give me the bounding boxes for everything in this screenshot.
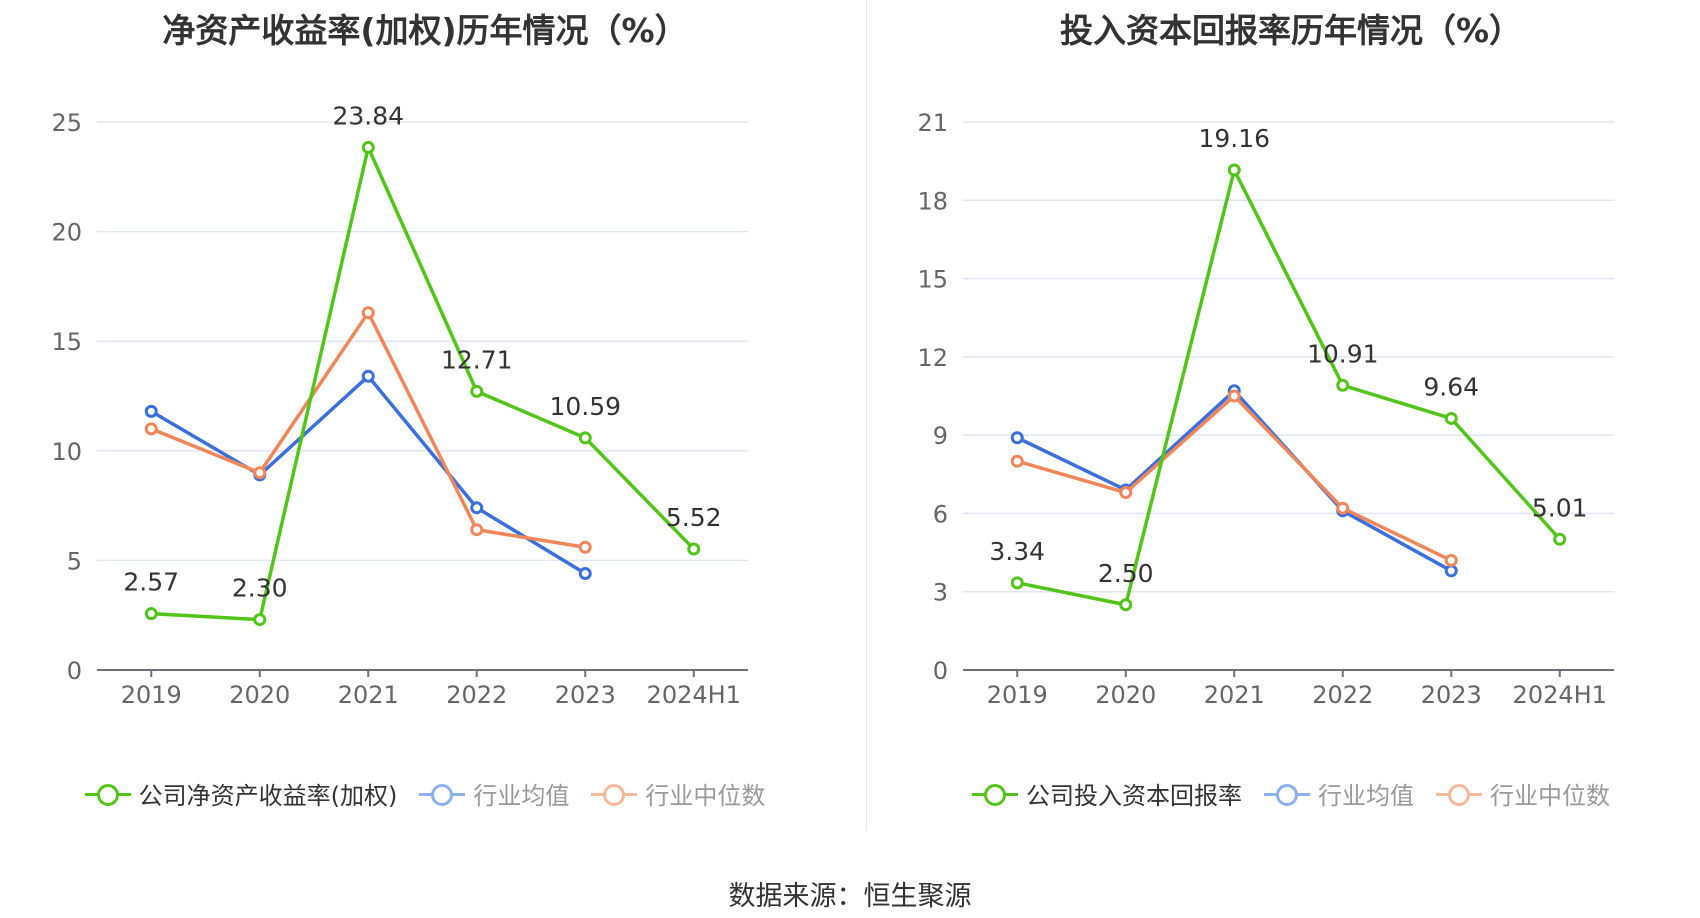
roic-line-chart: 0 3 6 9 12 15 18 21 2019 2020 2021 2022 2023 2024H1 3.… <box>917 109 1614 709</box>
chart-legend: 公司净资产收益率(加权) 行业均值 行业中位数 <box>0 776 850 811</box>
data-label: 2.57 <box>123 568 179 597</box>
series-line <box>150 374 587 576</box>
data-point <box>1444 564 1458 578</box>
data-point <box>1444 411 1458 425</box>
data-point <box>1336 501 1350 515</box>
data-point <box>253 466 267 480</box>
data-label: 12.71 <box>441 345 513 374</box>
data-point <box>1227 389 1241 403</box>
data-point <box>1444 553 1458 567</box>
y-tick-label: 25 <box>51 109 82 137</box>
data-point <box>470 501 484 515</box>
y-tick-label: 15 <box>917 266 948 294</box>
legend-item-industry-mean[interactable]: 行业均值 <box>1264 776 1414 811</box>
data-label: 23.84 <box>332 101 404 130</box>
data-label: 10.59 <box>549 392 621 421</box>
data-label: 2.30 <box>232 574 288 603</box>
legend-label: 行业中位数 <box>1490 782 1610 810</box>
y-tick-label: 0 <box>933 657 948 685</box>
roe-line-chart: 0 5 10 15 20 25 2019 2020 2021 2022 2023 2024H1 2.57… <box>51 101 748 709</box>
data-point <box>1010 431 1024 445</box>
data-point <box>144 607 158 621</box>
legend-item-industry-median[interactable]: 行业中位数 <box>1436 776 1610 811</box>
legend-marker-icon <box>419 782 466 806</box>
legend-marker-icon <box>84 782 131 806</box>
y-tick-label: 15 <box>51 328 82 356</box>
data-point <box>1227 163 1241 177</box>
legend-marker-icon <box>1264 782 1310 806</box>
data-label: 5.01 <box>1532 493 1588 522</box>
legend-marker-icon <box>591 782 638 806</box>
data-point <box>470 384 484 398</box>
data-point <box>1119 598 1133 612</box>
data-point <box>144 422 158 436</box>
legend-label: 公司投入资本回报率 <box>1026 782 1242 810</box>
legend-marker-icon <box>972 782 1018 806</box>
data-label: 3.34 <box>989 537 1045 566</box>
data-point <box>1336 378 1350 392</box>
data-point <box>578 431 592 445</box>
data-source-note: 数据来源：恒生聚源 <box>728 881 972 912</box>
legend-item-company[interactable]: 公司投入资本回报率 <box>972 776 1242 811</box>
legend-label: 行业均值 <box>1318 782 1414 810</box>
panel-divider <box>866 0 867 830</box>
y-tick-label: 21 <box>917 109 948 137</box>
y-tick-label: 3 <box>933 579 948 607</box>
data-point <box>361 306 375 320</box>
data-point <box>1010 454 1024 468</box>
data-label: 9.64 <box>1423 372 1479 401</box>
data-label: 2.50 <box>1098 559 1154 588</box>
x-tick-label: 2022 <box>446 681 507 709</box>
chart-title: 投入资本回报率历年情况（%） <box>1059 11 1523 50</box>
legend-label: 行业均值 <box>473 782 570 810</box>
x-tick-label: 2022 <box>1312 681 1373 709</box>
x-tick-label: 2024H1 <box>1513 681 1607 709</box>
y-tick-label: 18 <box>917 187 948 215</box>
chart-legend: 公司投入资本回报率 行业均值 行业中位数 <box>866 776 1700 811</box>
x-tick-label: 2021 <box>338 681 399 709</box>
data-point <box>1119 486 1133 500</box>
y-tick-label: 9 <box>933 422 948 450</box>
legend-item-industry-median[interactable]: 行业中位数 <box>591 776 765 811</box>
data-label: 5.52 <box>666 503 722 532</box>
data-point <box>361 140 375 154</box>
y-tick-label: 20 <box>51 219 82 247</box>
y-tick-label: 12 <box>917 344 948 372</box>
data-point <box>470 523 484 537</box>
legend-label: 行业中位数 <box>645 782 766 810</box>
legend-marker-icon <box>1436 782 1482 806</box>
roe-chart-panel: 净资产收益率(加权)历年情况（%） 0 5 10 15 20 25 2019 2020 2021… <box>0 0 850 830</box>
data-point <box>361 369 375 383</box>
x-tick-label: 2024H1 <box>647 681 741 709</box>
x-tick-label: 2021 <box>1204 681 1265 709</box>
legend-item-industry-mean[interactable]: 行业均值 <box>419 776 569 811</box>
chart-title: 净资产收益率(加权)历年情况（%） <box>162 11 688 50</box>
x-tick-label: 2023 <box>555 681 616 709</box>
x-tick-label: 2020 <box>1095 681 1156 709</box>
y-tick-label: 6 <box>933 500 948 528</box>
series-line <box>1016 168 1562 607</box>
series-line <box>151 145 696 622</box>
y-tick-label: 10 <box>51 438 82 466</box>
legend-item-company[interactable]: 公司净资产收益率(加权) <box>84 776 398 811</box>
x-tick-label: 2023 <box>1421 681 1482 709</box>
data-point <box>687 542 701 556</box>
x-tick-label: 2019 <box>121 681 182 709</box>
x-tick-label: 2020 <box>229 681 290 709</box>
series-line <box>150 310 586 549</box>
data-point <box>578 567 592 581</box>
data-point <box>144 404 158 418</box>
data-label: 10.91 <box>1307 339 1379 368</box>
data-label: 19.16 <box>1198 124 1270 153</box>
roic-chart-panel: 投入资本回报率历年情况（%） 0 3 6 9 12 15 18 21 2019 2020 2021 2… <box>866 0 1700 830</box>
data-point <box>578 540 592 554</box>
data-point <box>1553 532 1567 546</box>
legend-label: 公司净资产收益率(加权) <box>138 782 398 810</box>
y-tick-label: 0 <box>67 657 82 685</box>
data-point <box>253 613 267 627</box>
data-point <box>1010 576 1024 590</box>
x-tick-label: 2019 <box>987 681 1048 709</box>
y-tick-label: 5 <box>67 547 82 575</box>
